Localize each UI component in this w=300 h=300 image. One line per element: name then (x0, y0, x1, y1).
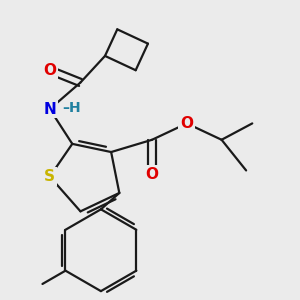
Text: O: O (180, 116, 193, 131)
Text: O: O (146, 167, 158, 182)
Text: N: N (44, 102, 56, 117)
Text: S: S (44, 169, 55, 184)
Text: O: O (43, 63, 56, 78)
Text: –H: –H (62, 101, 81, 115)
